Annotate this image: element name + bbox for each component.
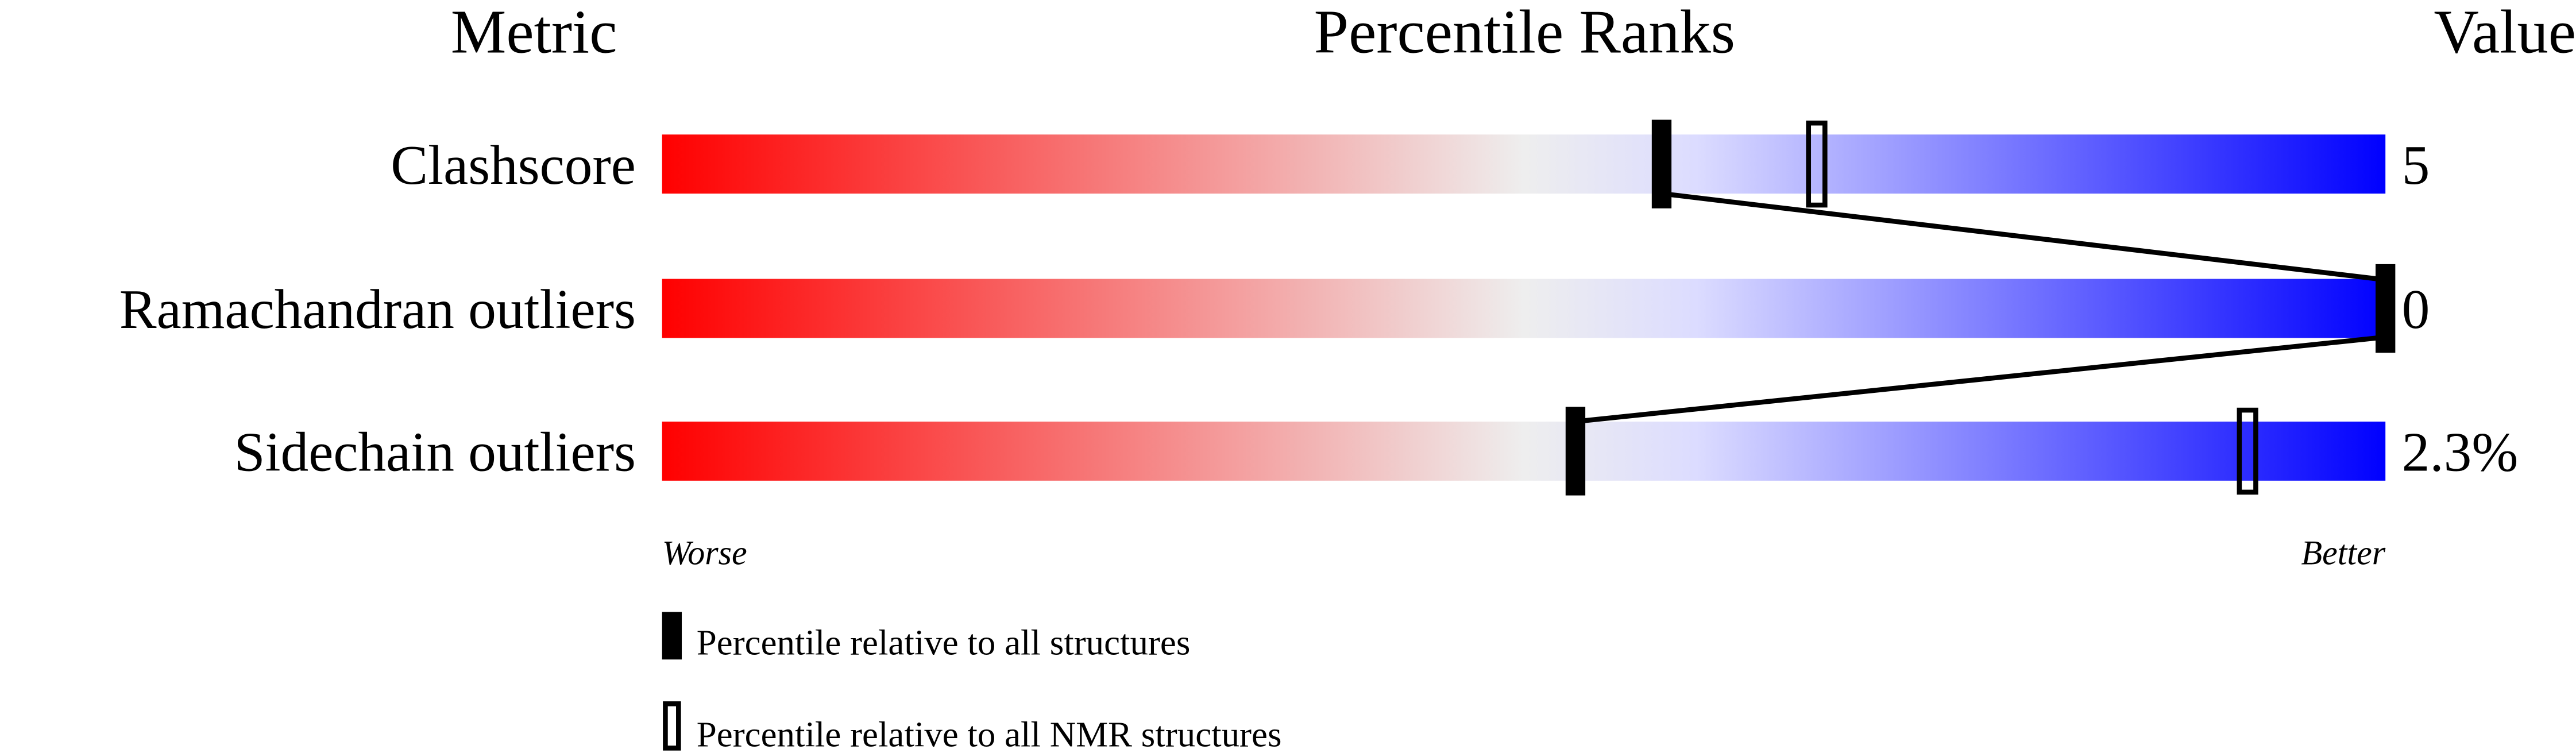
metric-label: Ramachandran outliers — [119, 279, 636, 341]
metric-label: Clashscore — [391, 134, 636, 196]
nmr-percentile-marker — [2237, 407, 2258, 495]
connector-line — [1575, 335, 2378, 424]
all-percentile-marker — [1565, 407, 1586, 496]
legend-all-label: Percentile relative to all structures — [697, 623, 1191, 663]
percentile-bar — [662, 422, 2386, 481]
header-percentile-ranks: Percentile Ranks — [1314, 0, 1735, 66]
header-value: Value — [2434, 0, 2576, 66]
legend-filled-marker — [662, 612, 682, 660]
metric-label: Sidechain outliers — [234, 422, 635, 484]
header-metric: Metric — [451, 0, 617, 66]
legend-nmr-label: Percentile relative to all NMR structure… — [697, 715, 1282, 753]
nmr-percentile-marker — [1806, 120, 1828, 208]
legend-outline-marker — [663, 701, 681, 751]
metric-value: 0 — [2402, 279, 2430, 341]
better-label: Better — [2301, 534, 2385, 572]
percentile-bar — [662, 134, 2386, 194]
percentile-bar — [662, 279, 2386, 338]
all-percentile-marker — [2376, 264, 2396, 353]
connector-line — [1661, 191, 2378, 281]
all-percentile-marker — [1651, 119, 1672, 208]
worse-label: Worse — [662, 534, 747, 572]
metric-value: 2.3% — [2402, 422, 2519, 484]
metric-value: 5 — [2402, 134, 2430, 196]
